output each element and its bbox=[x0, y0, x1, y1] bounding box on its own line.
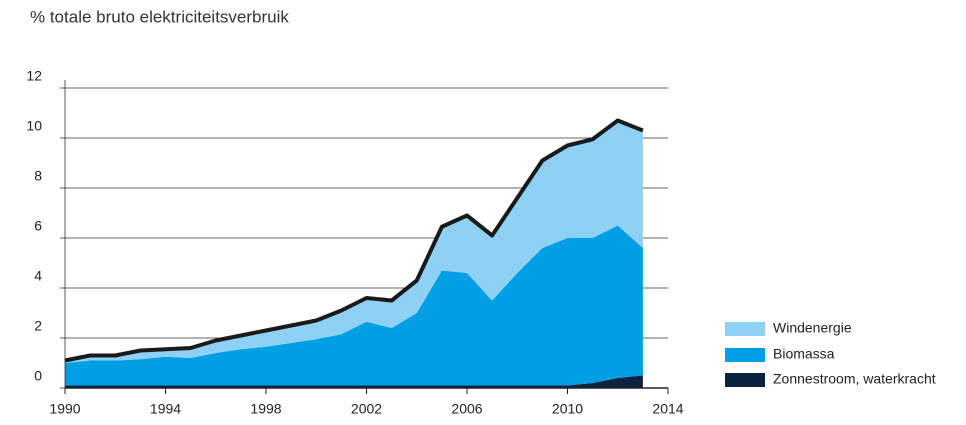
x-tick-label: 2014 bbox=[652, 401, 683, 417]
x-tick-label: 2006 bbox=[451, 401, 482, 417]
legend-swatch bbox=[725, 348, 765, 362]
legend-label: Zonnestroom, waterkracht bbox=[773, 371, 936, 387]
y-tick-label: 12 bbox=[26, 68, 42, 84]
area bbox=[65, 225, 643, 386]
y-tick-label: 0 bbox=[34, 368, 42, 384]
legend-label: Windenergie bbox=[773, 320, 852, 336]
y-tick-label: 10 bbox=[26, 118, 42, 134]
y-tick-label: 8 bbox=[34, 168, 42, 184]
x-tick-label: 1994 bbox=[150, 401, 181, 417]
x-tick-label: 2002 bbox=[351, 401, 382, 417]
x-tick-label: 1990 bbox=[49, 401, 80, 417]
legend-swatch bbox=[725, 373, 765, 387]
legend-label: Biomassa bbox=[773, 346, 835, 362]
y-tick-label: 6 bbox=[34, 218, 42, 234]
y-tick-label: 2 bbox=[34, 318, 42, 334]
total-line bbox=[64, 118, 644, 363]
x-tick-label: 2010 bbox=[552, 401, 583, 417]
x-tick-label: 1998 bbox=[250, 401, 281, 417]
legend-swatch bbox=[725, 322, 765, 336]
area bbox=[65, 120, 643, 363]
chart-title: % totale bruto elektriciteitsverbruik bbox=[30, 7, 289, 26]
y-tick-label: 4 bbox=[34, 268, 42, 284]
